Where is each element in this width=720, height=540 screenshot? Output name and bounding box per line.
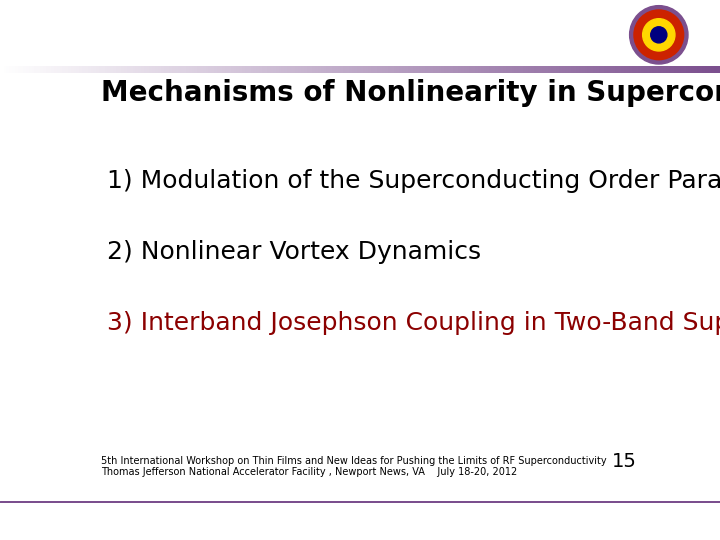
Circle shape [651, 27, 667, 43]
Circle shape [629, 5, 688, 64]
Text: Mechanisms of Nonlinearity in Superconductors: Mechanisms of Nonlinearity in Supercondu… [101, 79, 720, 107]
Circle shape [634, 10, 683, 60]
Text: 15: 15 [612, 453, 637, 471]
Text: 5th International Workshop on Thin Films and New Ideas for Pushing the Limits of: 5th International Workshop on Thin Films… [101, 456, 607, 467]
Text: 2) Nonlinear Vortex Dynamics: 2) Nonlinear Vortex Dynamics [107, 240, 481, 264]
Circle shape [643, 19, 675, 51]
Text: Thomas Jefferson National Accelerator Facility , Newport News, VA    July 18-20,: Thomas Jefferson National Accelerator Fa… [101, 467, 518, 477]
Text: 3) Interband Josephson Coupling in Two-Band Superconductors: 3) Interband Josephson Coupling in Two-B… [107, 310, 720, 335]
Text: 1) Modulation of the Superconducting Order Parameter: 1) Modulation of the Superconducting Ord… [107, 169, 720, 193]
